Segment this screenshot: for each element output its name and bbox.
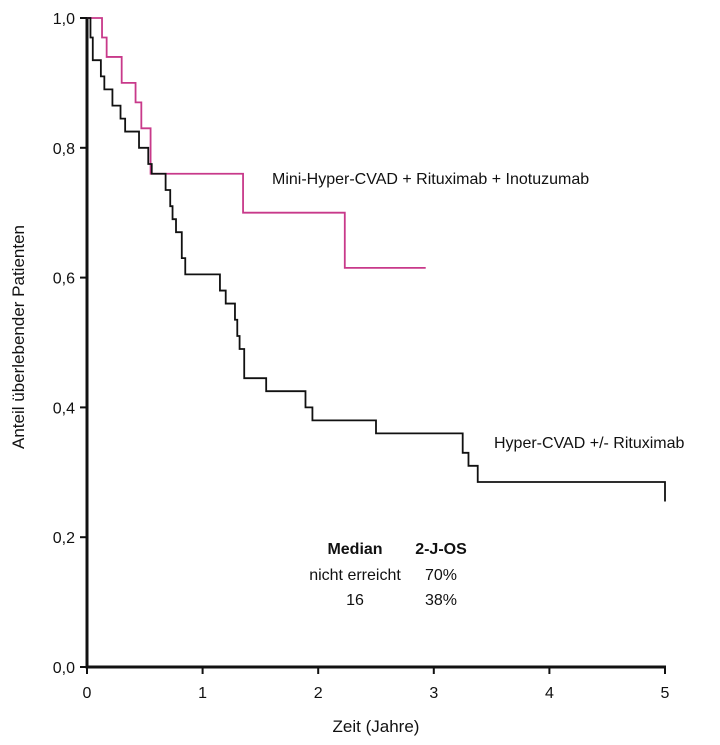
y-tick-label: 1,0 bbox=[53, 11, 75, 28]
survival-curve-hyper-cvad bbox=[87, 17, 666, 502]
x-tick-label: 5 bbox=[661, 685, 670, 702]
table-cell-os-hyper: 38% bbox=[425, 592, 457, 609]
y-tick-label: 0,4 bbox=[53, 400, 75, 417]
table-header-median: Median bbox=[327, 541, 382, 558]
table-cell-os-mini: 70% bbox=[425, 567, 457, 584]
survival-curve-mini-hyper-cvad bbox=[87, 17, 426, 269]
x-axis-title: Zeit (Jahre) bbox=[333, 717, 420, 736]
series-label-hyper-cvad: Hyper-CVAD +/- Rituximab bbox=[494, 435, 685, 452]
survival-curves bbox=[87, 17, 666, 502]
x-tick-label: 4 bbox=[545, 685, 554, 702]
table-header-2j-os: 2-J-OS bbox=[415, 541, 467, 558]
axes: 0,0 0,2 0,4 0,6 0,8 1,0 0 1 2 3 4 5 bbox=[53, 11, 670, 702]
y-tick-label: 0,6 bbox=[53, 271, 75, 288]
table-cell-median-hyper: 16 bbox=[346, 592, 364, 609]
series-labels: Mini-Hyper-CVAD + Rituximab + Inotuzumab… bbox=[272, 171, 685, 452]
table-cell-median-mini: nicht erreicht bbox=[309, 567, 401, 584]
x-tick-label: 1 bbox=[198, 685, 207, 702]
series-label-mini-hyper-cvad: Mini-Hyper-CVAD + Rituximab + Inotuzumab bbox=[272, 171, 589, 188]
summary-table: Median 2-J-OS nicht erreicht 70% 16 38% bbox=[309, 541, 467, 609]
y-tick-label: 0,0 bbox=[53, 660, 75, 677]
y-tick-label: 0,8 bbox=[53, 141, 75, 158]
y-axis-title: Anteil überlebender Patienten bbox=[9, 225, 28, 449]
x-tick-label: 2 bbox=[314, 685, 323, 702]
x-tick-label: 3 bbox=[429, 685, 438, 702]
y-tick-label: 0,2 bbox=[53, 530, 75, 547]
x-tick-label: 0 bbox=[83, 685, 92, 702]
